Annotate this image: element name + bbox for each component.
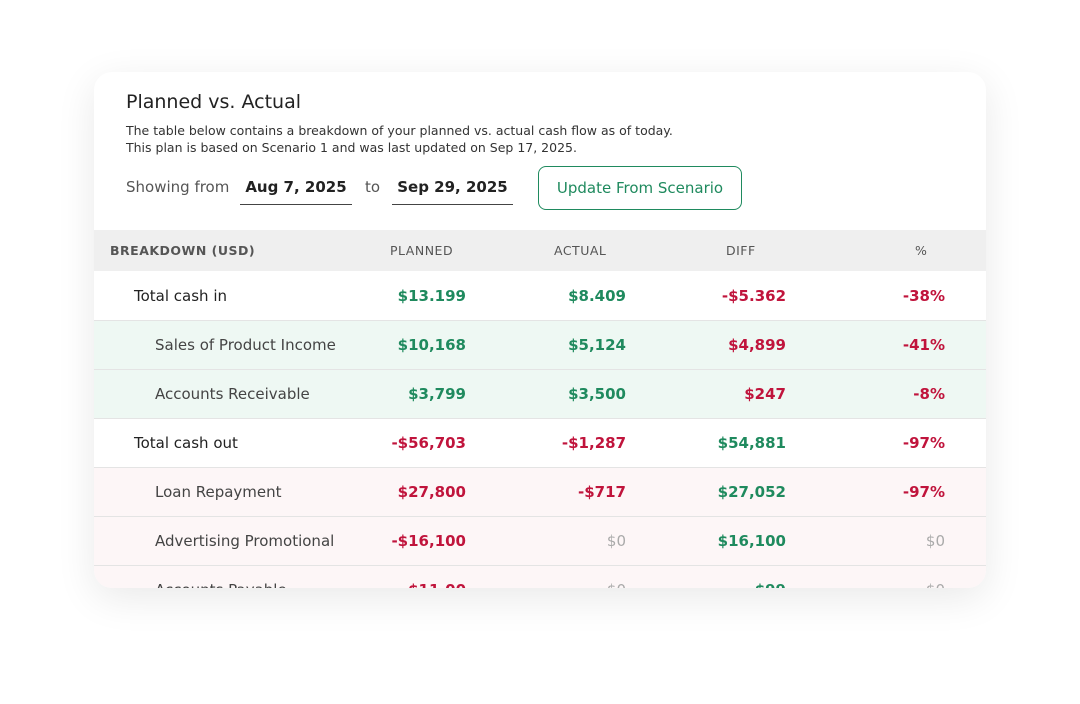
table-row: Advertising Promotional -$16,100 $0 $16,100… [94, 517, 986, 566]
row-label: Accounts Receivable [155, 385, 310, 403]
table-row: Total cash out -$56,703 -$1,287 $54,881 -97% [94, 419, 986, 468]
cell-value: $0 [486, 581, 626, 588]
description: The table below contains a breakdown of … [126, 123, 673, 138]
cell-value: $3,799 [408, 385, 466, 403]
cell-value: -$717 [578, 483, 626, 501]
table-row: Accounts Payable -$11,00 $0 $99 $0 [94, 566, 986, 588]
cell-value: -8% [913, 385, 945, 403]
label: Showing from [126, 178, 230, 196]
row-label: Advertising Promotional [155, 532, 335, 550]
label: to [365, 178, 381, 196]
cell-value: -$5.362 [721, 287, 786, 305]
cell-value: $0 [606, 532, 626, 550]
cell-value: -41% [902, 336, 945, 354]
cell-value: $13.199 [397, 287, 466, 305]
cell-value: $5,124 [568, 336, 626, 354]
cell-value: $8.409 [568, 287, 626, 305]
cell-value: $99 [646, 581, 786, 588]
date-input[interactable]: Sep 29, 2025 [392, 170, 513, 205]
cell-value: $0 [925, 532, 945, 550]
cell-value: $27,800 [397, 483, 466, 501]
column-header: ACTUAL [554, 243, 607, 258]
cell-value: -97% [902, 483, 945, 501]
column-header: PLANNED [390, 243, 454, 258]
row-label: Accounts Payable [155, 581, 287, 588]
row-label: Total cash out [134, 434, 238, 452]
cell-value: -$56,703 [391, 434, 466, 452]
description: This plan is based on Scenario 1 and was… [126, 140, 577, 155]
column-header: DIFF [726, 243, 756, 258]
cell-value: $247 [744, 385, 786, 403]
cell-value: $16,100 [717, 532, 786, 550]
table-row: Sales of Product Income $10,168 $5,124 $4,8… [94, 321, 986, 370]
cell-value: -38% [902, 287, 945, 305]
cell-value: -$1,287 [561, 434, 626, 452]
row-label: Loan Repayment [155, 483, 282, 501]
cell-value: -$11,00 [326, 581, 466, 588]
row-label: Total cash in [134, 287, 228, 305]
title: Planned vs. Actual [126, 91, 301, 113]
table-row: Accounts Receivable $3,799 $3,500 $247 -8% [94, 370, 986, 419]
column-header: BREAKDOWN (USD) [110, 243, 256, 258]
row-label: Sales of Product Income [155, 336, 336, 354]
cell-value: $27,052 [717, 483, 786, 501]
table-row: Loan Repayment $27,800 -$717 $27,052 -97% [94, 468, 986, 517]
cell-value: $0 [805, 581, 945, 588]
button[interactable]: Update From Scenario [538, 166, 742, 210]
column-header: % [915, 243, 928, 258]
cell-value: $10,168 [397, 336, 466, 354]
card: Planned vs. Actual The table below conta… [94, 72, 986, 588]
cell-value: $4,899 [728, 336, 786, 354]
date-input[interactable]: Aug 7, 2025 [240, 170, 352, 205]
cell-value: $54,881 [717, 434, 786, 452]
cell-value: $3,500 [568, 385, 626, 403]
cell-value: -$16,100 [391, 532, 466, 550]
cell-value: -97% [902, 434, 945, 452]
table-row: Total cash in $13.199 $8.409 -$5.362 -38% [94, 272, 986, 321]
table-header: BREAKDOWN (USD) PLANNED ACTUAL DIFF % [94, 230, 986, 271]
